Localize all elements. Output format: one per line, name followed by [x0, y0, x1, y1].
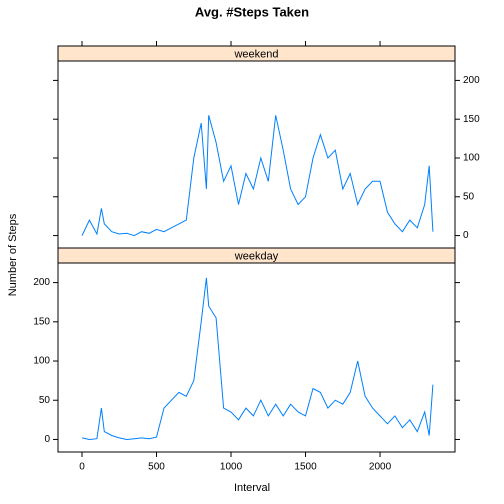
y-tick-label: 150: [463, 114, 480, 125]
y-tick-label: 100: [463, 153, 480, 164]
data-line: [81, 115, 434, 237]
data-line: [81, 277, 434, 441]
y-tick-label: 50: [39, 395, 51, 406]
y-tick-label: 150: [33, 316, 50, 327]
x-tick-label: 500: [148, 462, 165, 473]
y-tick-label: 100: [33, 356, 50, 367]
y-tick-label: 0: [44, 434, 50, 445]
x-tick-label: 1500: [294, 462, 317, 473]
panel: [57, 60, 456, 249]
strip-label: weekday: [234, 250, 279, 262]
chart-title: Avg. #Steps Taken: [195, 4, 309, 19]
y-tick-label: 200: [463, 75, 480, 86]
panel: [57, 262, 456, 453]
y-tick-label: 50: [463, 191, 475, 202]
y-tick-label: 200: [33, 277, 50, 288]
x-tick-label: 0: [79, 462, 85, 473]
strip-label: weekend: [233, 48, 278, 60]
x-tick-label: 1000: [220, 462, 243, 473]
y-axis-label: Number of Steps: [7, 213, 19, 296]
x-tick-label: 2000: [369, 462, 392, 473]
y-tick-label: 0: [463, 230, 469, 241]
x-axis-label: Interval: [234, 482, 270, 494]
